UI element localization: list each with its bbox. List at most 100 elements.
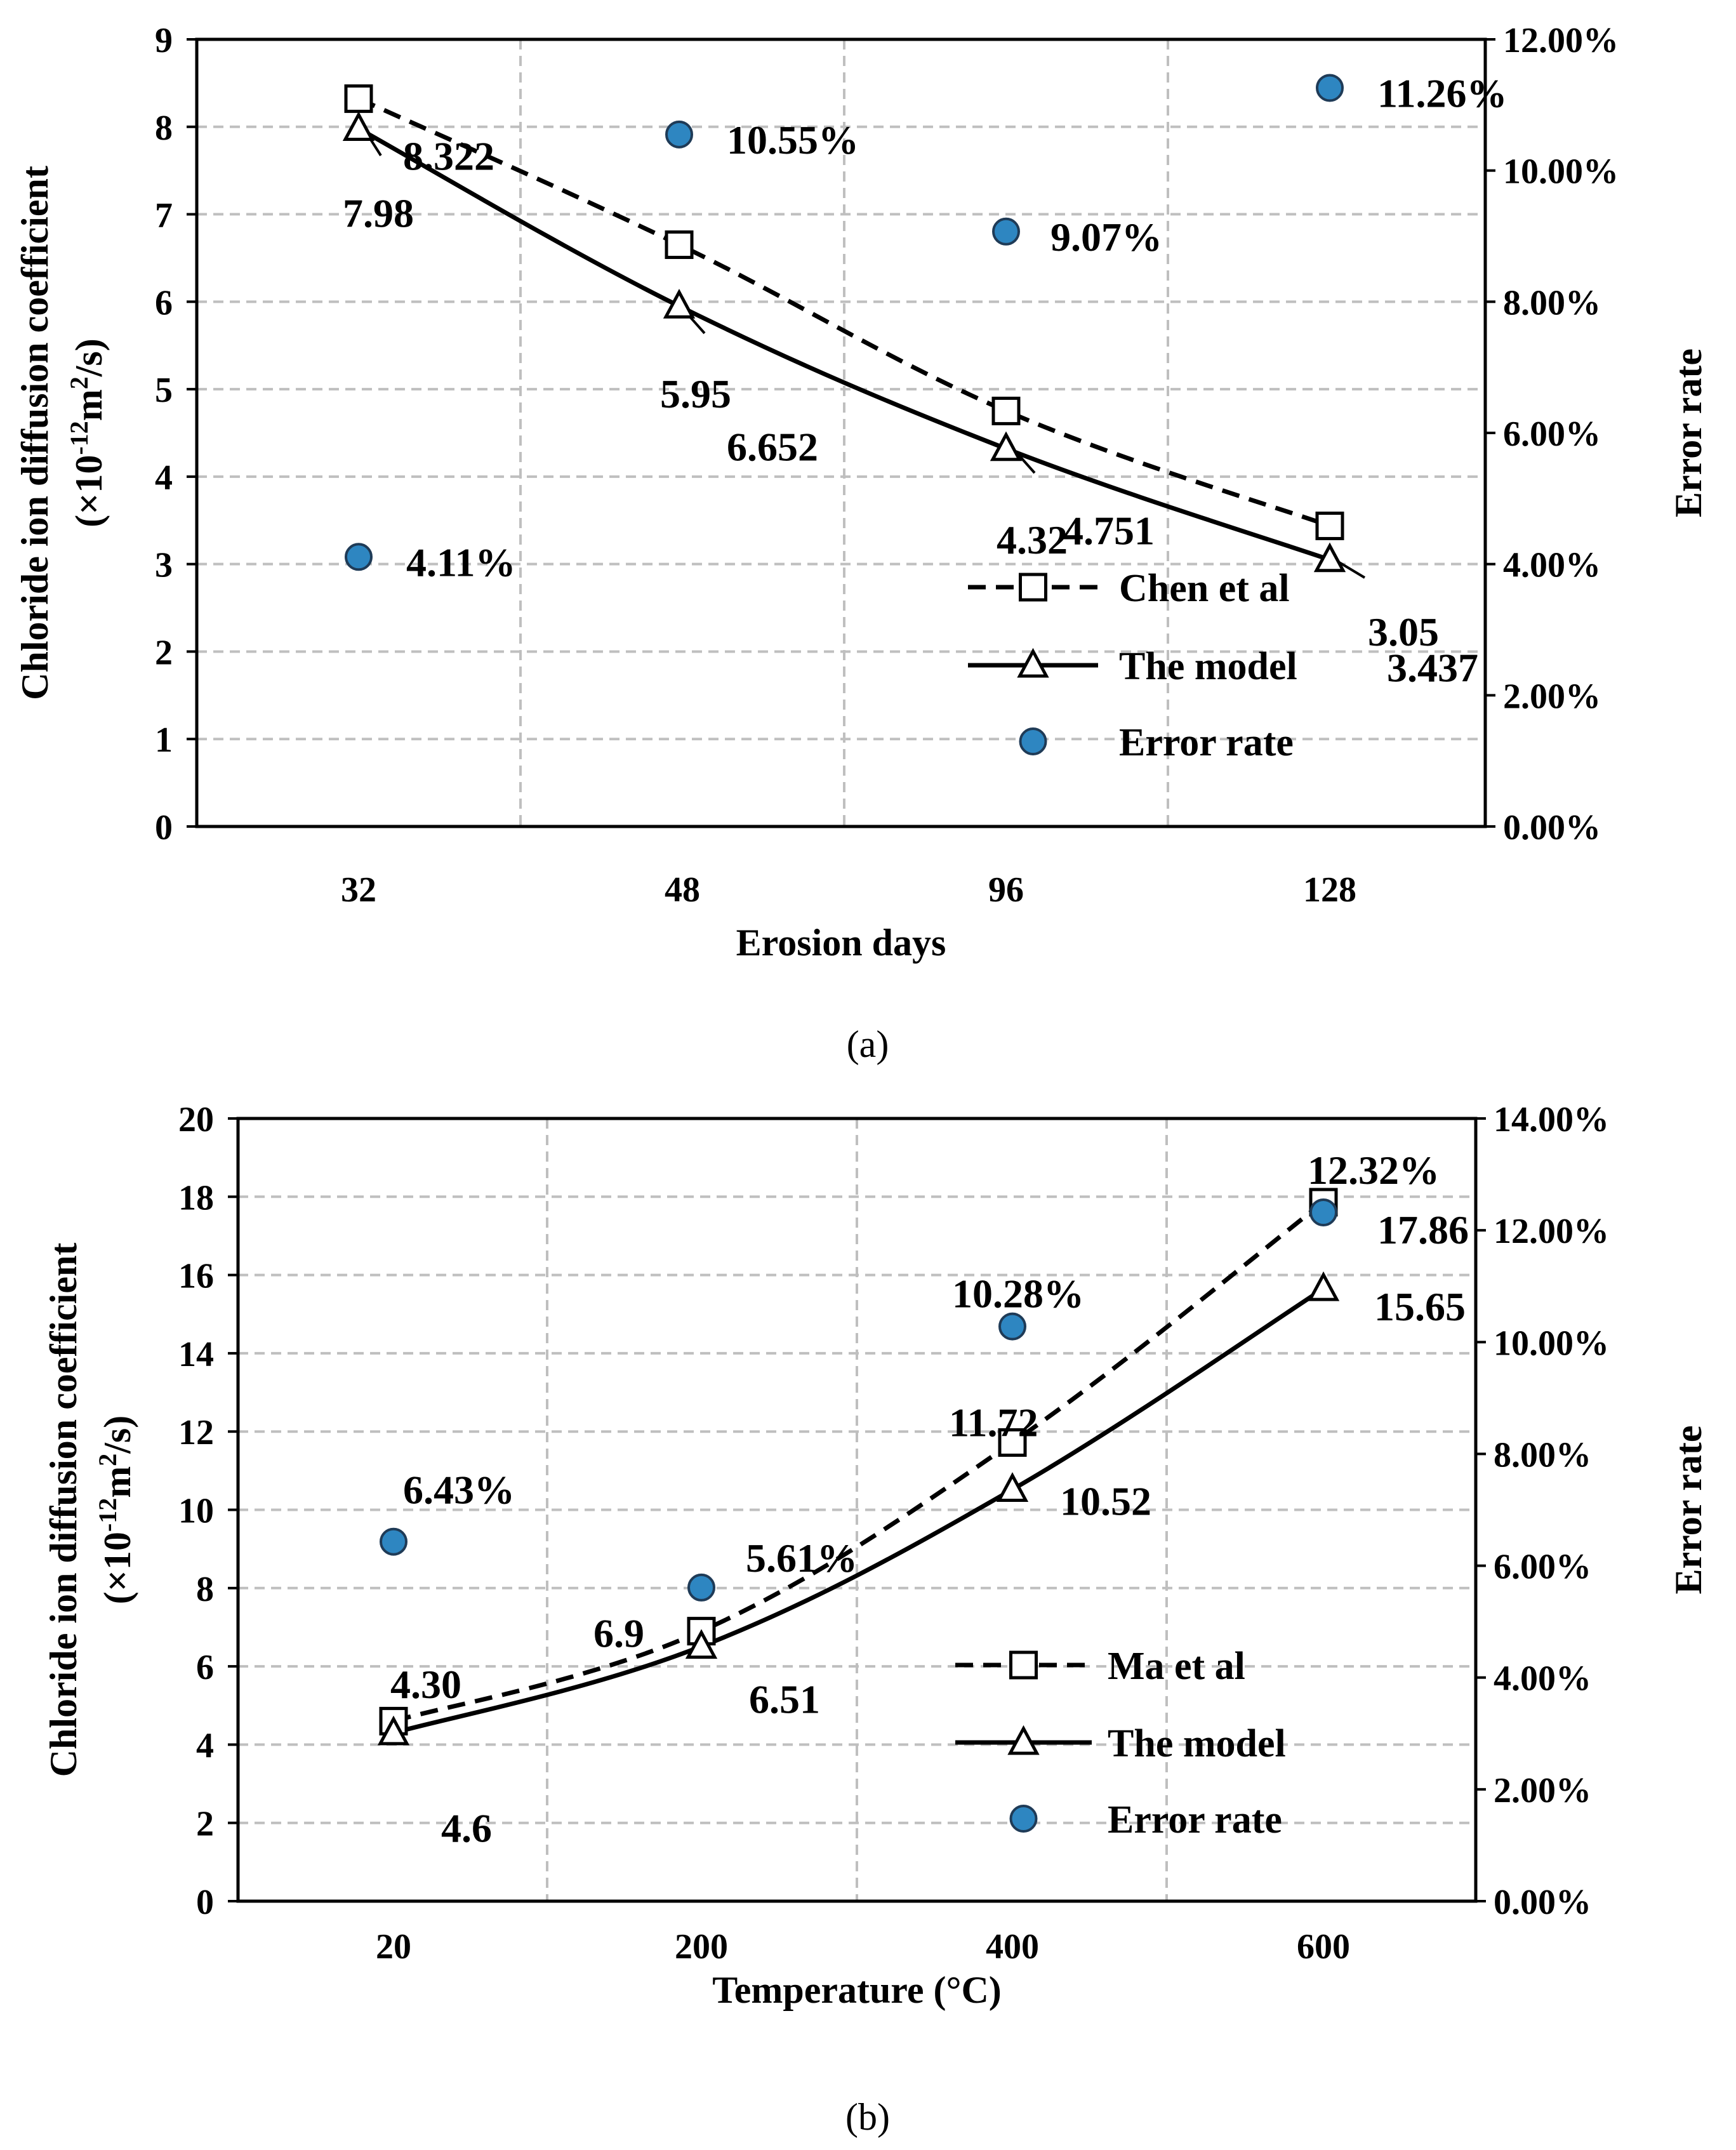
data-label: 15.65 [1374,1284,1466,1329]
legend-triangle-marker [1007,1725,1040,1755]
data-label: 3.437 [1387,645,1478,690]
y-tick-label: 7 [155,196,173,236]
y-tick-label: 16 [178,1257,214,1296]
y2-axis-label: Error rate [1667,1426,1709,1595]
circle-marker [1316,74,1344,102]
plot-frame [195,37,1487,828]
data-label: 4.32 [997,517,1068,562]
data-label: 5.61% [746,1536,858,1581]
legend-label: The model [1119,645,1297,688]
y-tick-label: 0 [196,1883,214,1922]
y2-tick-label: 2.00% [1494,1771,1591,1810]
y-axis-label: Chloride ion diffusion coefficient [14,166,56,700]
y-tick-label: 9 [155,21,173,60]
y-axis-unit-part: 2 [93,1454,122,1466]
legend-label: Error rate [1119,721,1294,764]
legend-square-marker [1009,1650,1038,1680]
circle-marker [345,543,373,571]
data-label: 3.05 [1368,609,1439,654]
square-marker [1315,511,1344,540]
x-tick-label: 200 [675,1927,728,1967]
y-tick-label: 4 [196,1726,214,1765]
figure-caption: (a) [847,1023,889,1065]
x-tick-label: 600 [1297,1927,1350,1967]
circle-marker [665,120,693,149]
y-axis-unit: (×10-12m2/s) [65,338,110,527]
y-tick-label: 6 [196,1648,214,1687]
data-label: 6.9 [593,1611,644,1656]
triangle-marker [685,1629,718,1659]
square-marker [344,84,373,113]
legend-circle-marker [1009,1805,1038,1833]
data-label: 10.52 [1060,1478,1151,1523]
x-axis-label: Erosion days [736,922,946,964]
legend-label: Ma et al [1108,1645,1245,1688]
triangle-marker [663,288,696,319]
data-label: 4.11% [406,540,515,585]
legend-label: The model [1108,1722,1286,1765]
circle-marker [687,1573,715,1602]
y-axis-unit: (×10-12m2/s) [93,1416,138,1604]
y2-tick-label: 6.00% [1494,1548,1591,1587]
data-label: 12.32% [1308,1148,1440,1193]
y2-tick-label: 2.00% [1503,677,1601,716]
legend-label: Chen et al [1119,567,1290,610]
y-axis-label: Chloride ion diffusion coefficient [43,1243,84,1777]
triangle-marker [990,431,1023,461]
model-series-line [393,1287,1325,1735]
x-tick-label: 96 [988,870,1024,910]
data-label: 6.652 [727,425,818,470]
data-label: 4.751 [1063,508,1155,553]
legend-triangle-marker [1017,647,1049,678]
y2-tick-label: 6.00% [1503,415,1601,454]
circle-marker [992,217,1020,246]
x-axis-label: Temperature (°C) [712,1969,1002,2011]
legend-label: Error rate [1108,1798,1282,1841]
triangle-marker [996,1472,1029,1502]
y2-tick-label: 0.00% [1494,1883,1591,1922]
data-label: 7.98 [343,191,414,236]
data-label: 11.72 [949,1400,1038,1445]
y2-tick-label: 12.00% [1494,1212,1609,1251]
x-tick-label: 128 [1303,870,1356,910]
y-axis-unit-part: /s) [68,338,110,377]
y2-tick-label: 10.00% [1503,152,1619,192]
legend-square-marker [1019,573,1047,602]
data-label: 8.322 [403,133,494,178]
data-label: 10.28% [952,1271,1084,1317]
triangle-marker [377,1715,410,1746]
square-marker [665,230,694,260]
legend-circle-marker [1019,727,1047,755]
y-axis-unit-part: m [96,1466,138,1498]
x-tick-label: 48 [665,870,700,910]
chart-a: 0 1 2 3 4 5 6 7 8 9 0.00% 2.00% 4.00% 6.00% 8.00% 10.00… [14,21,1709,1065]
y-axis-unit-part: 2 [65,376,93,389]
x-tick-label: 400 [986,1927,1039,1967]
data-label: 9.07% [1050,215,1162,260]
y-tick-label: 0 [155,808,173,847]
circle-marker [1309,1198,1337,1226]
y-axis-unit-part: m [68,389,110,421]
square-marker [998,1428,1027,1457]
reference-series-line [393,1200,1325,1723]
data-label: 6.43% [403,1468,515,1513]
data-label: 4.30 [390,1662,461,1707]
y-axis-unit-part: (×10 [96,1532,138,1604]
y-tick-label: 18 [178,1178,214,1218]
data-label: 10.55% [727,117,859,163]
y-tick-label: 2 [155,633,173,672]
y-tick-label: 10 [178,1492,214,1531]
y-tick-label: 20 [178,1100,214,1139]
triangle-marker [1313,542,1346,573]
y2-tick-label: 4.00% [1494,1659,1591,1699]
y-tick-label: 2 [196,1805,214,1844]
y-axis-unit-part: -12 [65,421,93,455]
model-series-line [357,126,1331,562]
y-axis-unit-part: -12 [93,1498,122,1532]
data-label: 17.86 [1377,1207,1469,1252]
circle-marker [998,1312,1026,1341]
y-tick-label: 14 [178,1335,214,1374]
y2-tick-label: 12.00% [1503,21,1619,60]
y2-axis-label: Error rate [1667,348,1709,517]
